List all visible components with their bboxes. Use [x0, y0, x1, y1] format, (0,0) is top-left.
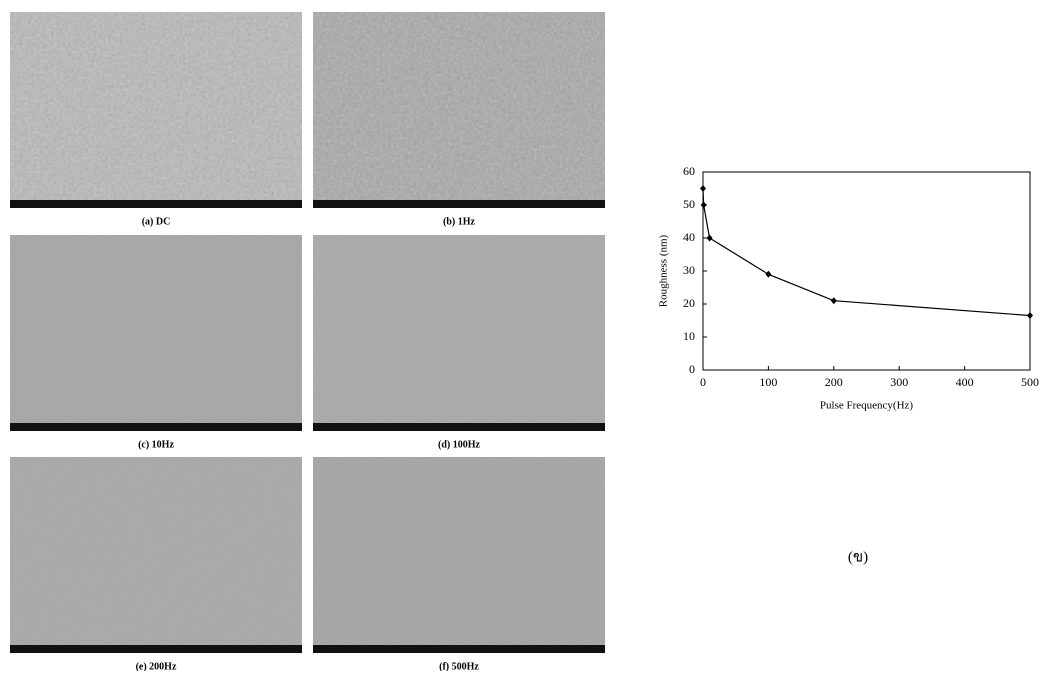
panel-caption: (b) 1Hz: [443, 216, 476, 227]
x-tick-label: 400: [956, 375, 974, 389]
data-point: [765, 270, 772, 278]
y-tick-label: 30: [683, 263, 695, 277]
data-point: [700, 201, 707, 209]
data-point: [830, 297, 837, 305]
x-tick-label: 100: [759, 375, 777, 389]
sem-texture: [313, 457, 605, 653]
series-line: [702, 188, 1031, 317]
panel-caption: (a) DC: [142, 216, 171, 227]
y-tick-label: 60: [683, 164, 695, 178]
sem-texture: [313, 235, 605, 431]
sem-texture: [10, 235, 302, 431]
y-tick-label: 0: [689, 362, 695, 376]
sem-info-bar: [10, 645, 302, 653]
sem-texture: [10, 457, 302, 653]
x-tick-label: 200: [825, 375, 843, 389]
data-point: [700, 185, 706, 192]
plot-frame: [702, 171, 1031, 371]
sem-info-bar: [10, 200, 302, 208]
sem-panels: (a) DC (b) 1Hz (c) 10Hz (d) 100Hz (e) 200Hz (…: [10, 12, 605, 672]
sem-texture: [10, 12, 302, 208]
y-tick-label: 40: [683, 230, 695, 244]
chart: 0 10 20 30 40 50 60 0 100 200 300 400 500 Pulse Frequ…: [658, 164, 1039, 412]
y-axis-label: Roughness (nm): [658, 234, 670, 307]
y-tick-label: 20: [683, 296, 695, 310]
panel-caption: (f) 500Hz: [439, 661, 479, 671]
sem-info-bar: [313, 200, 605, 208]
figure-label: (ข): [848, 549, 868, 565]
sem-info-bar: [313, 423, 605, 431]
x-tick-label: 300: [890, 375, 908, 389]
sem-texture: [313, 12, 605, 208]
y-tick-label: 50: [683, 197, 695, 211]
data-point: [706, 234, 713, 242]
x-tick-label: 0: [700, 375, 706, 389]
sem-info-bar: [10, 423, 302, 431]
panel-caption: (d) 100Hz: [438, 439, 481, 450]
x-axis-label: Pulse Frequency(Hz): [820, 400, 914, 412]
y-tick-label: 10: [683, 329, 695, 343]
data-point: [1027, 312, 1033, 320]
x-tick-label: 500: [1021, 375, 1039, 389]
sem-info-bar: [313, 645, 605, 653]
panel-caption: (c) 10Hz: [138, 439, 174, 450]
panel-caption: (e) 200Hz: [136, 661, 177, 671]
